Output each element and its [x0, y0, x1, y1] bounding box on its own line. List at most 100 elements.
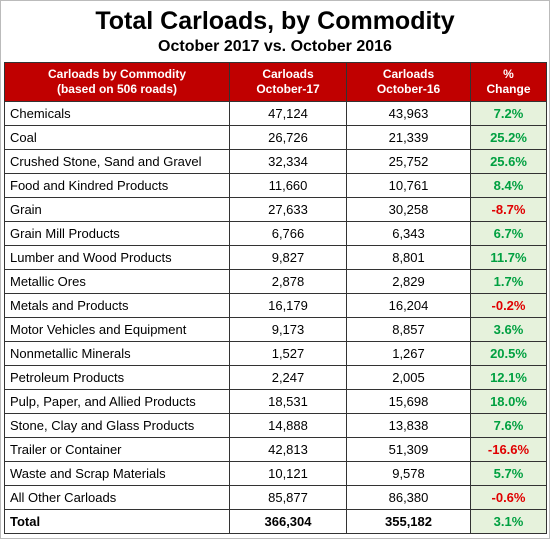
carloads-cell: 6,343 — [346, 221, 471, 246]
commodity-cell: Metallic Ores — [4, 269, 230, 294]
carloads-cell: 13,838 — [346, 413, 471, 438]
commodity-cell: Lumber and Wood Products — [4, 245, 230, 270]
header-line: % — [503, 67, 514, 81]
title: Total Carloads, by Commodity — [95, 7, 455, 35]
data-row: Nonmetallic Minerals 1,527 1,267 20.5% — [4, 341, 547, 366]
change-cell: 11.7% — [470, 245, 547, 270]
commodity-cell: Food and Kindred Products — [4, 173, 230, 198]
change-cell: -8.7% — [470, 197, 547, 222]
commodity-cell: Nonmetallic Minerals — [4, 341, 230, 366]
change-cell: 1.7% — [470, 269, 547, 294]
carloads-cell: 26,726 — [229, 125, 347, 150]
commodity-cell: Grain Mill Products — [4, 221, 230, 246]
header-line: Carloads — [262, 67, 314, 81]
data-row: Motor Vehicles and Equipment 9,173 8,857 3.… — [4, 317, 547, 342]
data-row: Metals and Products 16,179 16,204 -0.2% — [4, 293, 547, 318]
header-line: October-16 — [376, 82, 441, 96]
change-cell: -16.6% — [470, 437, 547, 462]
carloads-cell: 43,963 — [346, 101, 471, 126]
column-header: Carloads October-16 — [346, 62, 471, 102]
data-row: All Other Carloads 85,877 86,380 -0.6% — [4, 485, 547, 510]
carloads-cell: 1,267 — [346, 341, 471, 366]
change-cell: 3.1% — [470, 509, 547, 534]
total-row: Total 366,304 355,182 3.1% — [4, 509, 547, 534]
carloads-cell: 42,813 — [229, 437, 347, 462]
carloads-cell: 14,888 — [229, 413, 347, 438]
data-row: Chemicals 47,124 43,963 7.2% — [4, 101, 547, 126]
column-header: Carloads by Commodity (based on 506 roads… — [4, 62, 230, 102]
carloads-cell: 86,380 — [346, 485, 471, 510]
header-line: Change — [486, 82, 531, 96]
change-cell: 7.2% — [470, 101, 547, 126]
change-cell: 8.4% — [470, 173, 547, 198]
carloads-cell: 51,309 — [346, 437, 471, 462]
commodity-cell: Trailer or Container — [4, 437, 230, 462]
change-cell: 25.6% — [470, 149, 547, 174]
carloads-cell: 9,578 — [346, 461, 471, 486]
data-row: Pulp, Paper, and Allied Products 18,531 15… — [4, 389, 547, 414]
column-header: Carloads October-17 — [229, 62, 347, 102]
header-line: (based on 506 roads) — [56, 82, 178, 96]
data-row: Stone, Clay and Glass Products 14,888 13,8… — [4, 413, 547, 438]
carloads-cell: 8,801 — [346, 245, 471, 270]
carloads-cell: 10,121 — [229, 461, 347, 486]
carloads-cell: 2,878 — [229, 269, 347, 294]
change-cell: 7.6% — [470, 413, 547, 438]
carloads-cell: 2,829 — [346, 269, 471, 294]
carloads-cell: 9,827 — [229, 245, 347, 270]
commodity-cell: Petroleum Products — [4, 365, 230, 390]
header-row: Carloads by Commodity (based on 506 roads… — [4, 62, 547, 102]
commodity-cell: Pulp, Paper, and Allied Products — [4, 389, 230, 414]
change-cell: -0.6% — [470, 485, 547, 510]
carloads-cell: 366,304 — [229, 509, 347, 534]
carloads-cell: 2,005 — [346, 365, 471, 390]
change-cell: 25.2% — [470, 125, 547, 150]
data-row: Lumber and Wood Products 9,827 8,801 11.7% — [4, 245, 547, 270]
data-row: Petroleum Products 2,247 2,005 12.1% — [4, 365, 547, 390]
carloads-cell: 15,698 — [346, 389, 471, 414]
carloads-cell: 18,531 — [229, 389, 347, 414]
header-line: October-17 — [256, 82, 320, 96]
commodity-cell: Waste and Scrap Materials — [4, 461, 230, 486]
carloads-cell: 11,660 — [229, 173, 347, 198]
data-row: Trailer or Container 42,813 51,309 -16.6% — [4, 437, 547, 462]
change-cell: -0.2% — [470, 293, 547, 318]
carloads-cell: 8,857 — [346, 317, 471, 342]
change-cell: 3.6% — [470, 317, 547, 342]
carloads-cell: 30,258 — [346, 197, 471, 222]
commodity-cell: Chemicals — [4, 101, 230, 126]
commodity-cell: Stone, Clay and Glass Products — [4, 413, 230, 438]
subtitle: October 2017 vs. October 2016 — [158, 38, 392, 55]
change-cell: 5.7% — [470, 461, 547, 486]
change-cell: 6.7% — [470, 221, 547, 246]
carloads-cell: 6,766 — [229, 221, 347, 246]
carloads-cell: 355,182 — [346, 509, 471, 534]
carloads-cell: 32,334 — [229, 149, 347, 174]
carloads-cell: 85,877 — [229, 485, 347, 510]
carloads-cell: 16,179 — [229, 293, 347, 318]
header-line: Carloads by Commodity — [47, 67, 187, 81]
change-cell: 12.1% — [470, 365, 547, 390]
change-cell: 20.5% — [470, 341, 547, 366]
carloads-cell: 47,124 — [229, 101, 347, 126]
data-row: Crushed Stone, Sand and Gravel 32,334 25,7… — [4, 149, 547, 174]
carloads-table: Carloads by Commodity (based on 506 roads… — [4, 62, 547, 534]
commodity-cell: Crushed Stone, Sand and Gravel — [4, 149, 230, 174]
commodity-cell: Coal — [4, 125, 230, 150]
carloads-cell: 27,633 — [229, 197, 347, 222]
table-body: Chemicals 47,124 43,963 7.2% Coal 26,726 21,33… — [4, 101, 547, 534]
data-row: Grain Mill Products 6,766 6,343 6.7% — [4, 221, 547, 246]
commodity-cell: All Other Carloads — [4, 485, 230, 510]
commodity-cell: Metals and Products — [4, 293, 230, 318]
carloads-cell: 1,527 — [229, 341, 347, 366]
header-line: Carloads — [382, 67, 435, 81]
commodity-cell: Grain — [4, 197, 230, 222]
carloads-cell: 25,752 — [346, 149, 471, 174]
data-row: Coal 26,726 21,339 25.2% — [4, 125, 547, 150]
commodity-cell: Total — [4, 509, 230, 534]
carloads-cell: 9,173 — [229, 317, 347, 342]
data-row: Waste and Scrap Materials 10,121 9,578 5.7% — [4, 461, 547, 486]
carloads-cell: 21,339 — [346, 125, 471, 150]
carloads-cell: 10,761 — [346, 173, 471, 198]
